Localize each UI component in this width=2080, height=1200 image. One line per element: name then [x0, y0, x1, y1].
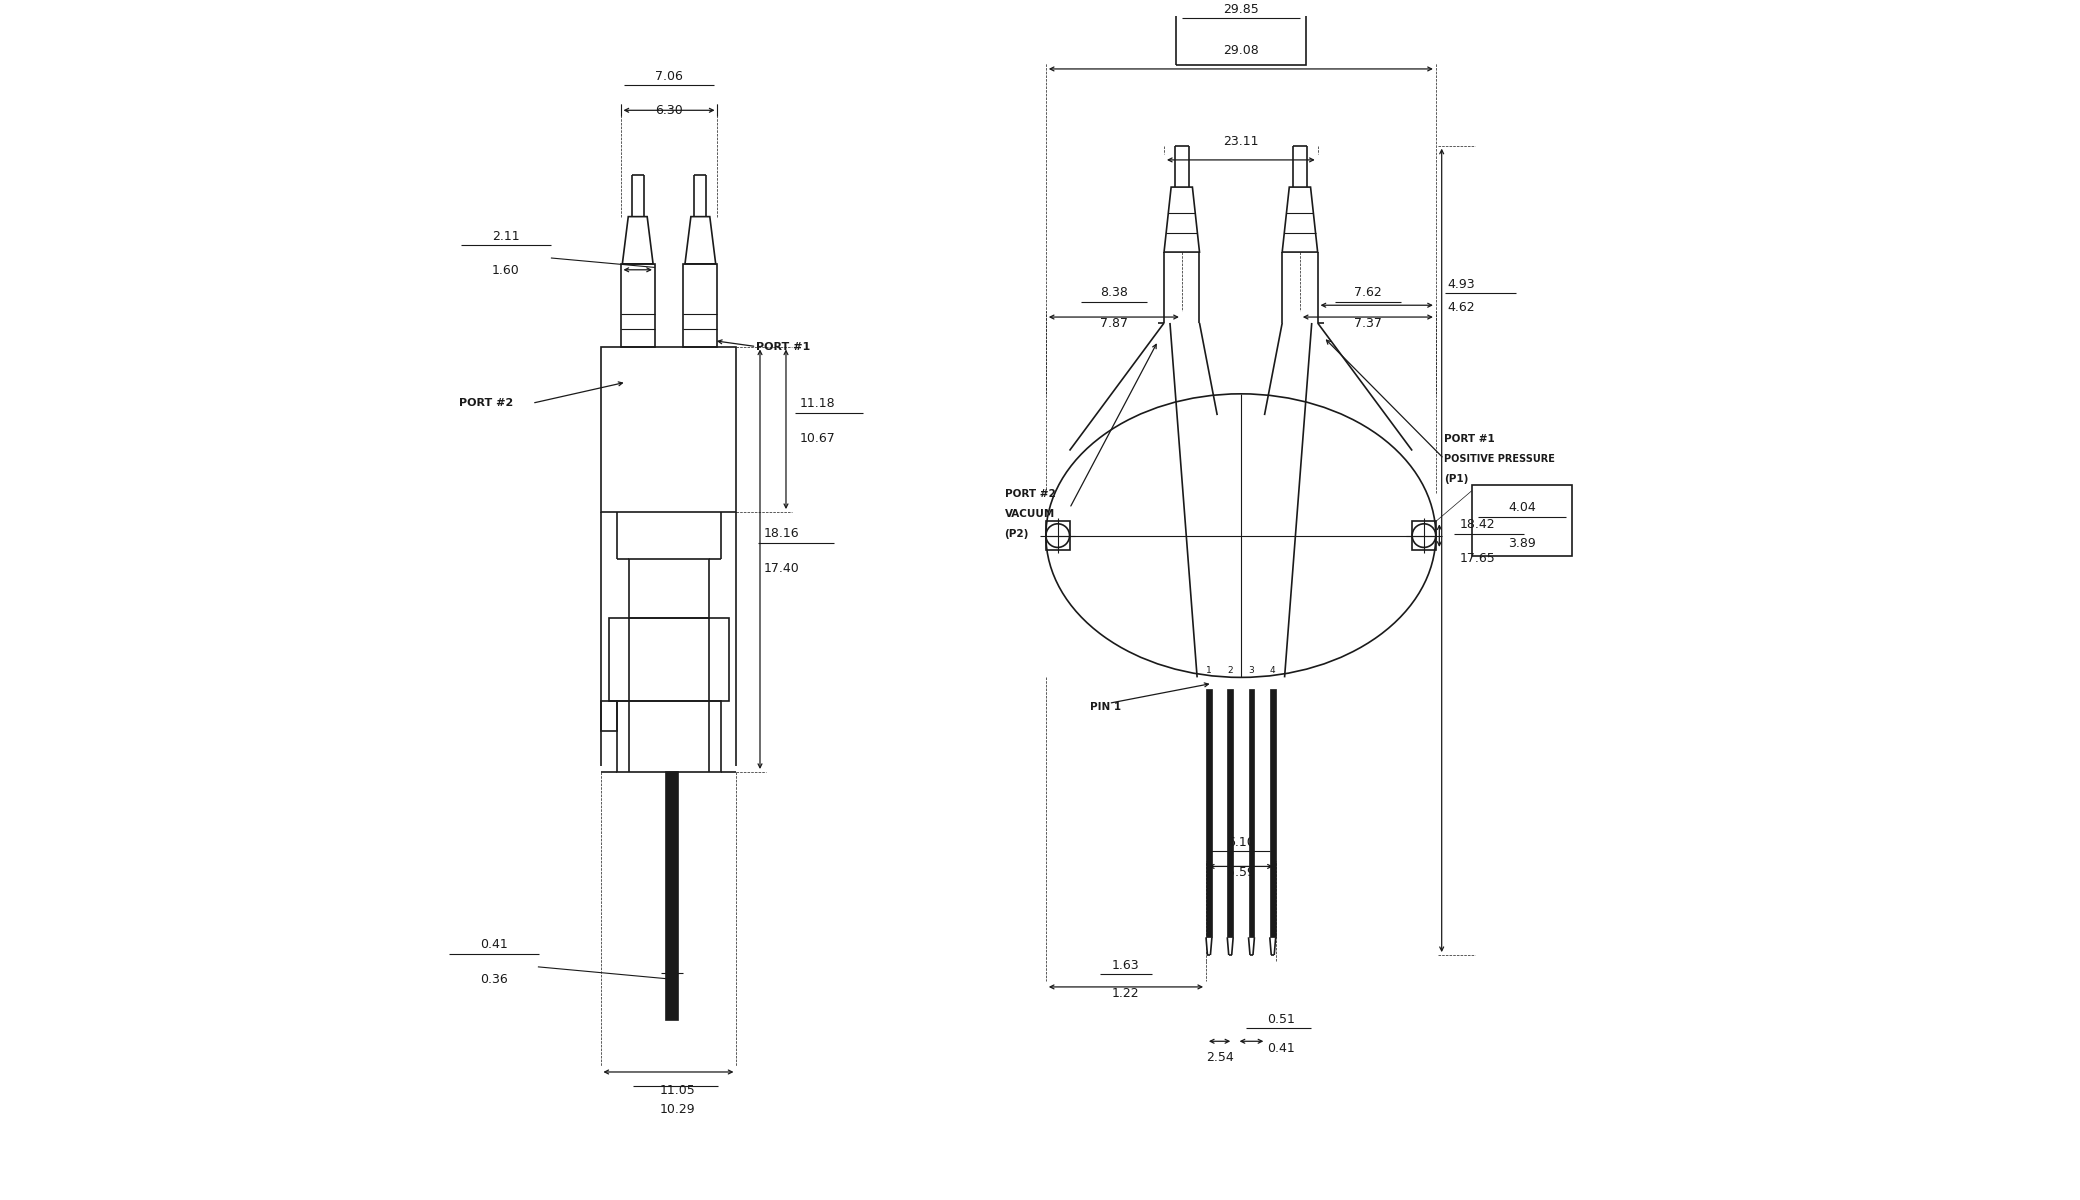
Text: 3.89: 3.89: [1508, 536, 1535, 550]
Text: 0.51: 0.51: [1267, 1013, 1296, 1026]
Bar: [1046, 522, 1069, 550]
Text: 0.41: 0.41: [480, 938, 508, 952]
Text: 8.38: 8.38: [1100, 287, 1127, 299]
Bar: [601, 347, 736, 512]
Text: 11.18: 11.18: [801, 397, 836, 410]
Text: PIN 1: PIN 1: [1090, 702, 1121, 712]
Text: 5.59: 5.59: [1227, 866, 1254, 880]
Bar: [1412, 522, 1435, 550]
Text: 17.65: 17.65: [1460, 552, 1496, 564]
Text: 11.05: 11.05: [659, 1084, 697, 1097]
Text: 1.63: 1.63: [1113, 959, 1140, 972]
Text: PORT #2: PORT #2: [1005, 490, 1055, 499]
Bar: [1248, 689, 1254, 937]
Bar: [666, 772, 678, 1020]
Text: 6.10: 6.10: [1227, 835, 1254, 848]
Bar: [628, 559, 709, 618]
Bar: [1227, 689, 1233, 937]
Bar: [682, 264, 718, 347]
Text: 10.29: 10.29: [659, 1103, 695, 1116]
Bar: [1473, 485, 1572, 556]
Text: 1.60: 1.60: [493, 264, 520, 277]
Text: VACUUM: VACUUM: [1005, 509, 1055, 520]
Text: 4.62: 4.62: [1448, 300, 1475, 313]
Text: 4: 4: [1271, 666, 1275, 676]
Text: PORT #1: PORT #1: [1444, 433, 1496, 444]
Text: 6.30: 6.30: [655, 104, 682, 118]
Text: 23.11: 23.11: [1223, 136, 1258, 148]
Text: 29.08: 29.08: [1223, 44, 1258, 58]
Text: POSITIVE PRESSURE: POSITIVE PRESSURE: [1444, 454, 1556, 464]
Text: 18.16: 18.16: [763, 527, 799, 540]
Text: 7.87: 7.87: [1100, 317, 1127, 330]
Text: 29.85: 29.85: [1223, 2, 1258, 16]
Bar: [1269, 689, 1275, 937]
Text: 4.93: 4.93: [1448, 278, 1475, 292]
Bar: [1206, 689, 1213, 937]
Bar: [1175, 0, 1306, 65]
Text: (P2): (P2): [1005, 529, 1030, 540]
Text: 0.41: 0.41: [1267, 1043, 1296, 1056]
Text: 7.06: 7.06: [655, 70, 682, 83]
Text: 2: 2: [1227, 666, 1233, 676]
Text: 0.36: 0.36: [480, 973, 508, 985]
Text: 2.54: 2.54: [1206, 1051, 1233, 1063]
Text: 3: 3: [1248, 666, 1254, 676]
Text: PORT #1: PORT #1: [757, 342, 811, 352]
Text: 1: 1: [1206, 666, 1213, 676]
Text: (P1): (P1): [1444, 474, 1468, 484]
Text: 7.62: 7.62: [1354, 287, 1381, 299]
Text: PORT #2: PORT #2: [460, 398, 514, 408]
Text: 1.22: 1.22: [1113, 986, 1140, 1000]
Bar: [618, 701, 722, 772]
Text: 18.42: 18.42: [1460, 518, 1496, 532]
Bar: [620, 264, 655, 347]
Text: 17.40: 17.40: [763, 562, 799, 575]
Text: 2.11: 2.11: [493, 229, 520, 242]
Text: 4.04: 4.04: [1508, 502, 1535, 515]
Text: 10.67: 10.67: [801, 432, 836, 445]
Text: 7.37: 7.37: [1354, 317, 1381, 330]
Bar: [601, 701, 618, 731]
Bar: [609, 618, 730, 701]
